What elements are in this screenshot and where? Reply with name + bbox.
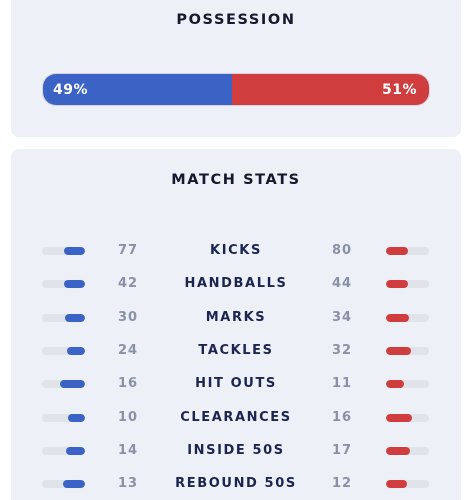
stat-away-bar <box>386 247 429 255</box>
stat-home-bar <box>42 413 85 422</box>
stat-label: KICKS <box>210 243 262 258</box>
match-stats-title: MATCH STATS <box>171 172 301 188</box>
stat-home-value: 16 <box>117 376 139 392</box>
stat-row: 24 TACKLES 32 <box>11 341 461 361</box>
stat-home-value: 77 <box>117 243 139 258</box>
stat-away-value: 32 <box>331 342 353 358</box>
possession-away-segment: 51% <box>232 74 429 105</box>
stat-away-bar-fill <box>386 480 407 489</box>
stat-home-bar <box>42 380 85 389</box>
stat-away-bar <box>386 346 429 355</box>
stat-away-value: 34 <box>331 309 353 325</box>
stat-home-value: 30 <box>117 309 139 325</box>
stat-label: HANDBALLS <box>184 276 288 292</box>
stat-row: 30 MARKS 34 <box>11 308 461 328</box>
stat-home-bar <box>42 313 85 322</box>
stat-away-value: 44 <box>331 276 353 292</box>
stat-away-value: 17 <box>331 442 353 458</box>
stat-home-bar-fill <box>64 313 85 322</box>
stat-away-bar-fill <box>386 280 408 289</box>
match-stats-card: MATCH STATS 77 KICKS 80 42 HANDBALLS 44 30 MARK… <box>11 149 461 500</box>
stat-label: CLEARANCES <box>180 409 292 425</box>
possession-home-label: 49% <box>53 81 89 98</box>
stat-away-bar-fill <box>386 346 411 355</box>
stat-away-bar <box>386 480 429 489</box>
stat-home-value: 13 <box>117 476 139 492</box>
stat-home-bar-fill <box>68 413 85 422</box>
possession-card: POSSESSION 49% 51% <box>11 0 461 137</box>
stat-away-bar <box>386 380 429 389</box>
stat-label: TACKLES <box>198 342 274 358</box>
stat-home-value: 42 <box>117 276 139 292</box>
stat-home-bar <box>42 446 85 455</box>
possession-away-label: 51% <box>381 81 417 98</box>
stat-away-value: 80 <box>331 243 353 258</box>
stat-away-value: 11 <box>331 376 353 392</box>
possession-home-segment: 49% <box>43 74 233 105</box>
stat-away-bar-fill <box>386 380 404 389</box>
stat-away-bar-fill <box>386 247 408 255</box>
stat-away-bar <box>386 313 429 322</box>
stat-label: HIT OUTS <box>195 376 277 392</box>
stat-row: 77 KICKS 80 <box>11 241 461 261</box>
stat-row: 10 CLEARANCES 16 <box>11 408 461 428</box>
stat-away-bar-fill <box>386 446 410 455</box>
possession-bar: 49% 51% <box>42 73 430 106</box>
stat-home-bar-fill <box>59 380 85 389</box>
stat-home-bar <box>42 247 85 255</box>
stat-home-value: 24 <box>117 342 139 358</box>
stat-away-bar <box>386 446 429 455</box>
stat-home-value: 14 <box>117 442 139 458</box>
stat-home-value: 10 <box>117 409 139 425</box>
stat-away-bar-fill <box>386 313 409 322</box>
stat-home-bar <box>42 280 85 289</box>
stat-home-bar <box>42 346 85 355</box>
stat-home-bar-fill <box>66 346 85 355</box>
stat-home-bar-fill <box>64 280 85 289</box>
stat-row: 16 HIT OUTS 11 <box>11 374 461 394</box>
stat-away-bar <box>386 413 429 422</box>
stat-away-bar-fill <box>386 413 413 422</box>
possession-title: POSSESSION <box>176 12 296 28</box>
stat-home-bar-fill <box>65 446 85 455</box>
stat-away-value: 16 <box>331 409 353 425</box>
stat-row: 14 INSIDE 50S 17 <box>11 441 461 461</box>
stat-label: MARKS <box>205 309 267 325</box>
stat-home-bar-fill <box>63 247 85 255</box>
stat-row: 13 REBOUND 50S 12 <box>11 474 461 494</box>
stat-away-bar <box>386 280 429 289</box>
stat-row: 42 HANDBALLS 44 <box>11 274 461 294</box>
stat-label: INSIDE 50S <box>187 442 285 458</box>
stat-home-bar <box>42 480 85 489</box>
stat-away-value: 12 <box>331 476 353 492</box>
stat-label: REBOUND 50S <box>175 476 297 492</box>
stat-home-bar-fill <box>62 480 85 489</box>
